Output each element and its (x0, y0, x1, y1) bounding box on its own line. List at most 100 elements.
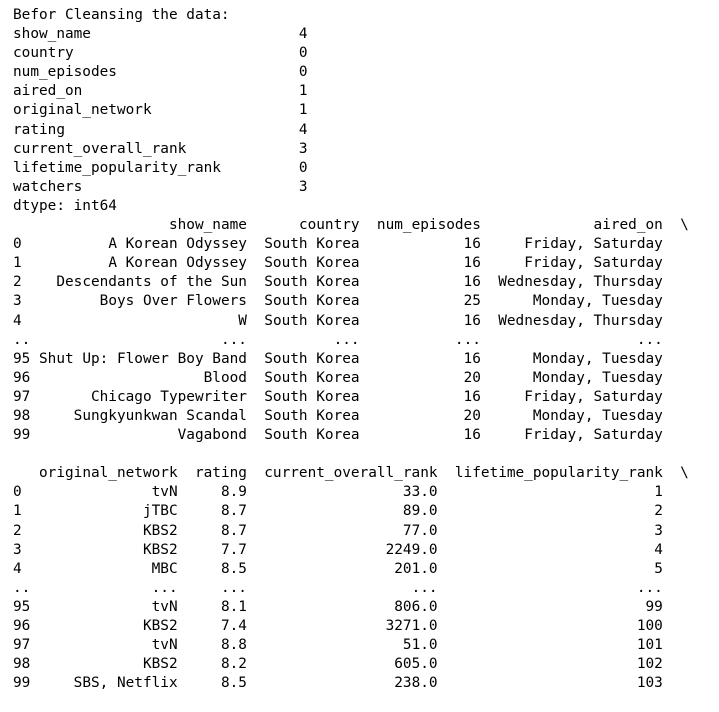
column-header: original_network (39, 465, 178, 482)
table-cell: tvN (151, 484, 178, 501)
table-cell: South Korea (264, 255, 360, 272)
row-index: 3 (13, 541, 22, 558)
table-cell: 101 (636, 637, 663, 654)
series-row: watchers 3 (13, 179, 308, 195)
series-row: aired_on 1 (13, 83, 308, 99)
table-row: 4 MBC 8.5 201.0 5 (13, 561, 663, 577)
series-label: aired_on (13, 83, 83, 100)
table-row: 96 Blood South Korea 20 Monday, Tuesday (13, 370, 663, 386)
table-row: 0 tvN 8.9 33.0 1 (13, 484, 663, 500)
table-row: 95 Shut Up: Flower Boy Band South Korea … (13, 351, 663, 367)
table-cell: 8.8 (220, 637, 247, 654)
row-index: 2 (13, 274, 22, 291)
series-row: rating 4 (13, 122, 308, 138)
table-cell: Monday, Tuesday (532, 369, 663, 386)
table-header-row: original_network rating current_overall_… (13, 465, 689, 481)
series-value: 4 (298, 26, 308, 43)
series-row: current_overall_rank 3 (13, 141, 308, 157)
column-header: show_name (168, 217, 247, 234)
series-value: 0 (298, 159, 308, 176)
table-cell: Monday, Tuesday (532, 293, 663, 310)
dtype-row: dtype: int64 (13, 198, 117, 214)
series-label: show_name (13, 26, 91, 43)
row-index: 4 (13, 312, 22, 329)
series-label: original_network (13, 102, 152, 119)
row-index: 0 (13, 236, 22, 253)
table-cell: Sungkyunkwan Scandal (73, 407, 247, 424)
table-cell: 5 (654, 560, 663, 577)
table-row: 95 tvN 8.1 806.0 99 (13, 599, 663, 615)
table-cell: 2 (654, 503, 663, 520)
table-row: 99 Vagabond South Korea 16 Friday, Satur… (13, 427, 663, 443)
header-line: Befor Cleansing the data: (13, 7, 230, 23)
table-cell: ... (220, 331, 247, 348)
row-index: 1 (13, 503, 22, 520)
series-row: country 0 (13, 45, 308, 61)
table-cell: 77.0 (402, 522, 438, 539)
table-cell: 16 (463, 236, 481, 253)
table-row: 1 A Korean Odyssey South Korea 16 Friday… (13, 255, 663, 271)
table-cell: 7.4 (220, 618, 247, 634)
column-header: num_episodes (376, 217, 481, 234)
table-row: 3 KBS2 7.7 2249.0 4 (13, 542, 663, 558)
table-row: 98 Sungkyunkwan Scandal South Korea 20 M… (13, 408, 663, 424)
table-cell: ... (636, 331, 663, 348)
table-cell: 8.5 (220, 560, 247, 577)
table-cell: KBS2 (142, 618, 178, 634)
series-row: original_network 1 (13, 102, 308, 118)
series-label: watchers (13, 178, 83, 195)
table-cell: 20 (463, 369, 481, 386)
column-header: rating (194, 465, 247, 482)
table-cell: South Korea (264, 369, 360, 386)
row-index: .. (13, 331, 31, 348)
table-cell: 2249.0 (385, 541, 438, 558)
table-cell: 8.2 (220, 656, 247, 673)
table-cell: 3 (654, 522, 663, 539)
row-index: 95 (13, 598, 31, 615)
table-cell: W (238, 312, 247, 329)
table-row: 3 Boys Over Flowers South Korea 25 Monda… (13, 293, 663, 309)
table-cell: KBS2 (142, 522, 178, 539)
table-cell: South Korea (264, 274, 360, 291)
table-cell: 102 (636, 656, 663, 673)
row-index: 97 (13, 388, 31, 405)
row-index: 96 (13, 618, 31, 634)
table-cell: 100 (636, 618, 663, 634)
table-cell: Blood (203, 369, 247, 386)
table-cell: 3271.0 (385, 618, 438, 634)
table-cell: 806.0 (394, 598, 438, 615)
table-cell: ... (411, 579, 438, 596)
table-cell: Wednesday, Thursday (498, 312, 663, 329)
table-cell: 8.7 (220, 522, 247, 539)
series-row: lifetime_popularity_rank 0 (13, 160, 308, 176)
table-cell: KBS2 (142, 656, 178, 673)
row-index: 2 (13, 522, 22, 539)
table-cell: 103 (636, 675, 663, 692)
row-index: 1 (13, 255, 22, 272)
table-cell: 8.1 (220, 598, 247, 615)
table-cell: MBC (151, 560, 178, 577)
output-header: Befor Cleansing the data: (13, 7, 230, 23)
row-index: 0 (13, 484, 22, 501)
table-cell: 25 (463, 293, 481, 310)
series-value: 3 (298, 178, 308, 195)
table-cell: 4 (654, 541, 663, 558)
table-cell: 8.5 (220, 675, 247, 692)
table-cell: 89.0 (402, 503, 438, 520)
table-cell: Friday, Saturday (524, 427, 663, 444)
row-index: 98 (13, 656, 31, 673)
table-cell: 7.7 (220, 541, 247, 558)
series-value: 4 (298, 121, 308, 138)
column-header: lifetime_popularity_rank (454, 465, 663, 482)
table-cell: Shut Up: Flower Boy Band (39, 350, 247, 367)
table-cell: 8.9 (220, 484, 247, 501)
table-cell: 201.0 (394, 560, 438, 577)
series-row: show_name 4 (13, 26, 308, 42)
table-row: 97 Chicago Typewriter South Korea 16 Fri… (13, 389, 663, 405)
table-cell: 16 (463, 312, 481, 329)
table-row: .. ... ... ... ... (13, 332, 663, 348)
table-cell: Monday, Tuesday (532, 407, 663, 424)
continuation-mark: \ (680, 465, 689, 482)
row-index: 97 (13, 637, 31, 654)
table-row: 98 KBS2 8.2 605.0 102 (13, 656, 663, 672)
